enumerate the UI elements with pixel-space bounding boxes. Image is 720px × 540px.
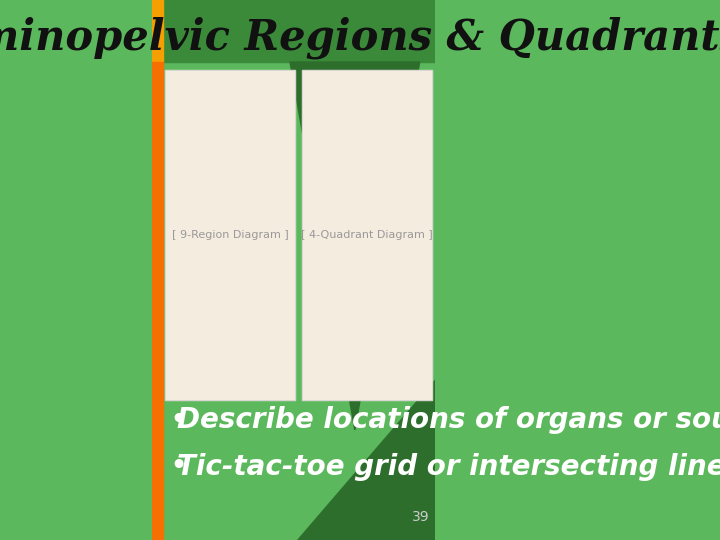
Bar xyxy=(166,70,295,400)
Text: 39: 39 xyxy=(413,510,430,524)
Polygon shape xyxy=(290,62,420,430)
Text: Abdominopelvic Regions & Quadrants: Abdominopelvic Regions & Quadrants xyxy=(0,17,720,59)
Text: •: • xyxy=(170,406,188,435)
Text: •: • xyxy=(170,453,188,482)
Text: Describe locations of organs or source of pain: Describe locations of organs or source o… xyxy=(176,406,720,434)
Bar xyxy=(153,62,163,540)
Bar xyxy=(302,70,431,400)
Text: Tic-tac-toe grid or intersecting lines through navel: Tic-tac-toe grid or intersecting lines t… xyxy=(176,453,720,481)
Bar xyxy=(302,70,431,400)
Bar xyxy=(153,0,436,62)
Bar xyxy=(166,70,295,400)
Text: [ 9-Region Diagram ]: [ 9-Region Diagram ] xyxy=(172,230,289,240)
Polygon shape xyxy=(298,380,436,540)
Text: [ 4-Quadrant Diagram ]: [ 4-Quadrant Diagram ] xyxy=(301,230,433,240)
Bar xyxy=(153,0,163,62)
